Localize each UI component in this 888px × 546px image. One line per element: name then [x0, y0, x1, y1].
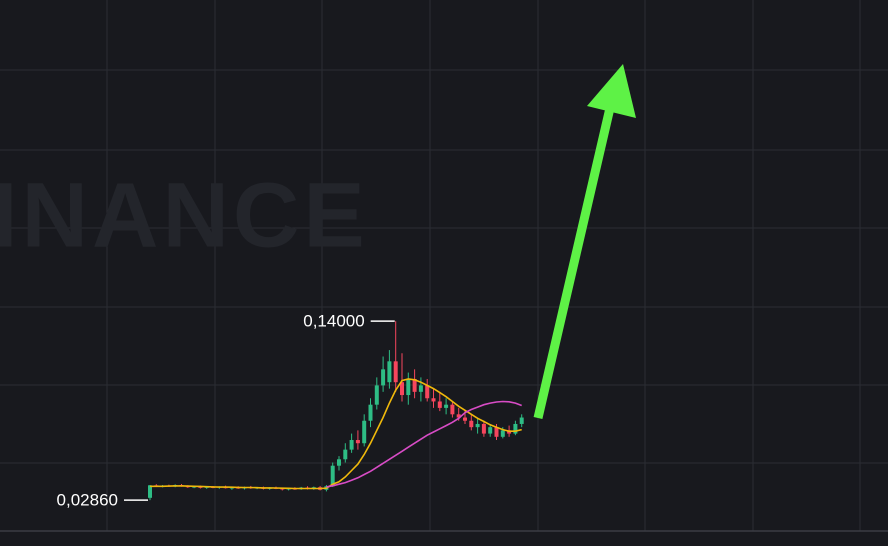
candle-body — [425, 385, 430, 399]
candle-body — [368, 404, 373, 421]
candle-body — [519, 417, 524, 424]
candle-body — [412, 378, 417, 392]
plot: 0,14000 0,02860 — [57, 312, 524, 510]
moving-average-line — [326, 400, 522, 488]
candle-body — [450, 404, 455, 415]
candle-body — [387, 361, 392, 383]
candle-body — [330, 465, 335, 487]
candle-body — [393, 361, 398, 383]
candle-body — [481, 423, 486, 434]
candle-body — [198, 486, 203, 488]
candle-body — [463, 417, 467, 421]
candle-body — [437, 401, 442, 408]
candle-body — [229, 487, 234, 489]
arrow-head — [587, 64, 636, 118]
candle-body — [475, 423, 480, 428]
candle-body — [337, 459, 341, 466]
candle-body — [362, 420, 367, 444]
annotation-label: 0,14000 — [303, 312, 364, 331]
candle-body — [431, 398, 436, 402]
candle-body — [280, 488, 285, 490]
annotation-label: 0,02860 — [57, 491, 118, 510]
grid — [0, 0, 888, 532]
candle-body — [374, 385, 379, 405]
candle-body — [355, 440, 360, 444]
arrow — [533, 64, 636, 420]
candle-body — [500, 430, 505, 437]
candle-body — [349, 440, 354, 450]
candle-body — [343, 449, 348, 460]
candle-body — [513, 423, 518, 434]
candle-body — [456, 414, 461, 418]
watermark: INANCE — [0, 164, 369, 266]
candle-body — [406, 378, 411, 396]
arrow-shaft — [533, 106, 615, 420]
candle-body — [494, 427, 499, 437]
candle-body — [469, 420, 474, 428]
moving-average-line — [150, 378, 522, 490]
candle-body — [148, 485, 152, 498]
candle-body — [444, 404, 449, 408]
candle-body — [488, 427, 493, 434]
candle-body — [418, 385, 423, 392]
candle-body — [381, 369, 386, 386]
candle-body — [400, 382, 404, 396]
